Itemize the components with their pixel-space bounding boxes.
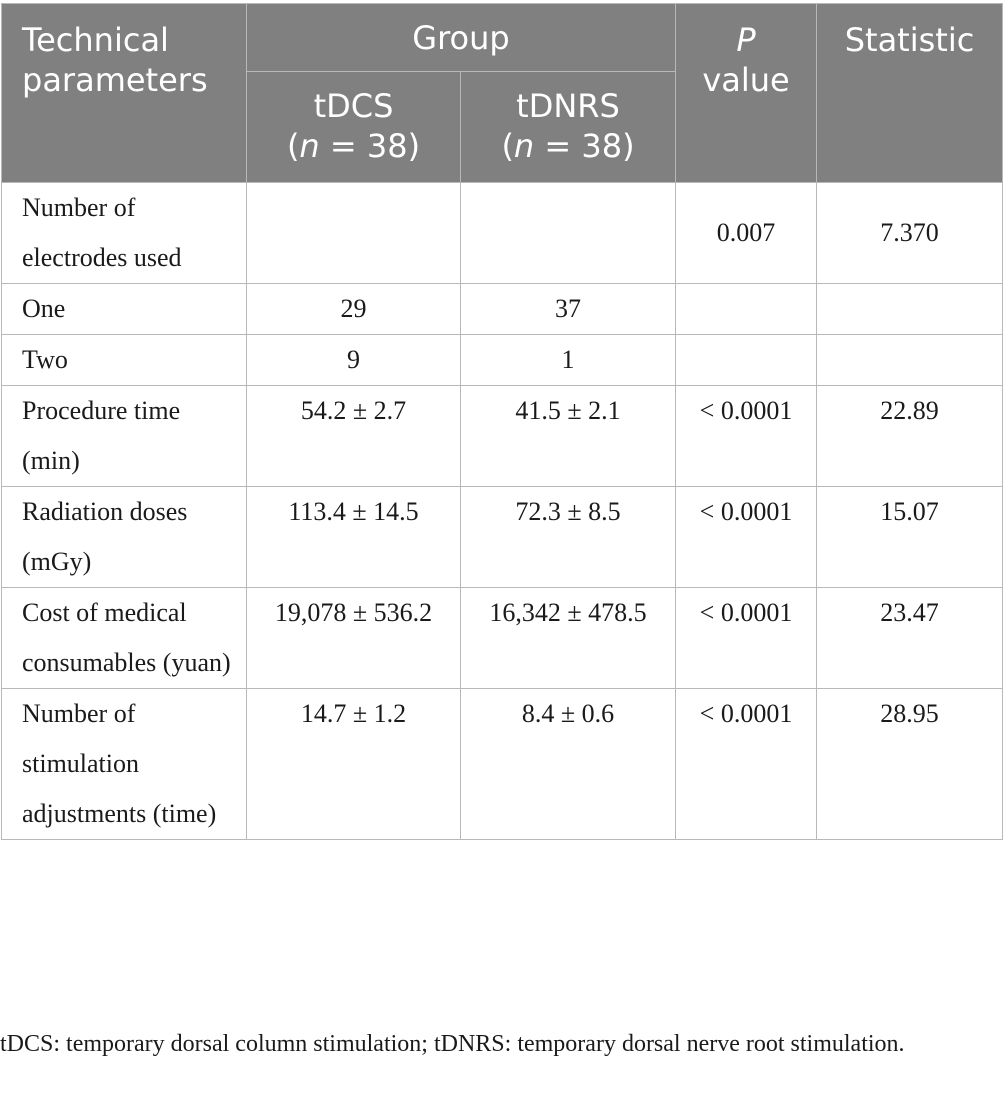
- cell-p-value: 0.007: [675, 182, 818, 284]
- header-technical-parameters: Technical parameters: [1, 3, 247, 183]
- cell-statistic: 7.370: [816, 182, 1004, 284]
- cell-statistic: 23.47: [816, 587, 1004, 689]
- cell-p-value: < 0.0001: [675, 688, 818, 840]
- header-tdnrs: tDNRS (n = 38): [459, 71, 677, 183]
- header-tdnrs-n: n: [513, 127, 535, 165]
- table-row: Procedure time (min) 54.2 ± 2.7 41.5 ± 2…: [1, 385, 1004, 487]
- header-tdcs-label: tDCS: [313, 87, 394, 125]
- row-label: Number of electrodes used: [1, 182, 247, 284]
- cell-tdnrs: [459, 182, 677, 284]
- row-label: Radiation doses (mGy): [1, 486, 247, 588]
- header-tdcs: tDCS (n = 38): [246, 71, 461, 183]
- parameters-table: Technical parameters Group P value Stati…: [1, 3, 1004, 840]
- cell-p-value: < 0.0001: [675, 486, 818, 588]
- header-group: Group: [245, 3, 677, 72]
- cell-p-value: [675, 283, 818, 335]
- cell-statistic: 22.89: [816, 385, 1004, 487]
- header-row-1: Technical parameters Group P value Stati…: [1, 3, 1004, 183]
- header-tdcs-n: n: [299, 127, 320, 165]
- header-tdnrs-label: tDNRS: [516, 87, 620, 125]
- table-row: Two 9 1: [1, 334, 1004, 386]
- cell-statistic: 28.95: [816, 688, 1004, 840]
- cell-p-value: [675, 334, 818, 386]
- cell-tdcs: 29: [246, 283, 461, 335]
- header-tdnrs-n-value: = 38): [534, 127, 635, 165]
- header-statistic: Statistic: [816, 3, 1004, 183]
- row-label: Procedure time (min): [1, 385, 247, 487]
- header-p-value: P value: [675, 3, 818, 183]
- table-row: Number of stimulation adjustments (time)…: [1, 688, 1004, 840]
- header-row-2: tDCS (n = 38) tDNRS (n = 38): [2, 71, 1003, 183]
- cell-tdnrs: 72.3 ± 8.5: [459, 486, 677, 588]
- cell-tdnrs: 1: [459, 334, 677, 386]
- cell-p-value: < 0.0001: [675, 385, 818, 487]
- cell-statistic: [816, 283, 1004, 335]
- table-row: Radiation doses (mGy) 113.4 ± 14.5 72.3 …: [1, 486, 1004, 588]
- table-row: Number of electrodes used 0.007 7.370: [1, 182, 1004, 284]
- row-label: Cost of medical consumables (yuan): [1, 587, 247, 689]
- table-row: Cost of medical consumables (yuan) 19,07…: [1, 587, 1004, 689]
- cell-p-value: < 0.0001: [675, 587, 818, 689]
- row-label: One: [1, 283, 247, 335]
- table-header: Technical parameters Group P value Stati…: [1, 3, 1004, 183]
- row-label: Two: [1, 334, 247, 386]
- table-body: Number of electrodes used 0.007 7.370 On…: [1, 182, 1004, 840]
- header-p-rest: value: [702, 61, 790, 99]
- cell-tdcs: 19,078 ± 536.2: [246, 587, 461, 689]
- table-row: One 29 37: [1, 283, 1004, 335]
- cell-statistic: 15.07: [816, 486, 1004, 588]
- header-p-italic: P: [736, 21, 756, 59]
- table-footnote: tDCS: temporary dorsal column stimulatio…: [0, 1031, 905, 1057]
- cell-tdcs: 14.7 ± 1.2: [246, 688, 461, 840]
- cell-statistic: [816, 334, 1004, 386]
- header-tdcs-n-value: = 38): [319, 127, 421, 165]
- cell-tdnrs: 37: [459, 283, 677, 335]
- cell-tdcs: [246, 182, 461, 284]
- cell-tdcs: 113.4 ± 14.5: [246, 486, 461, 588]
- cell-tdnrs: 8.4 ± 0.6: [459, 688, 677, 840]
- cell-tdcs: 9: [246, 334, 461, 386]
- cell-tdcs: 54.2 ± 2.7: [246, 385, 461, 487]
- cell-tdnrs: 16,342 ± 478.5: [459, 587, 677, 689]
- cell-tdnrs: 41.5 ± 2.1: [459, 385, 677, 487]
- row-label: Number of stimulation adjustments (time): [1, 688, 247, 840]
